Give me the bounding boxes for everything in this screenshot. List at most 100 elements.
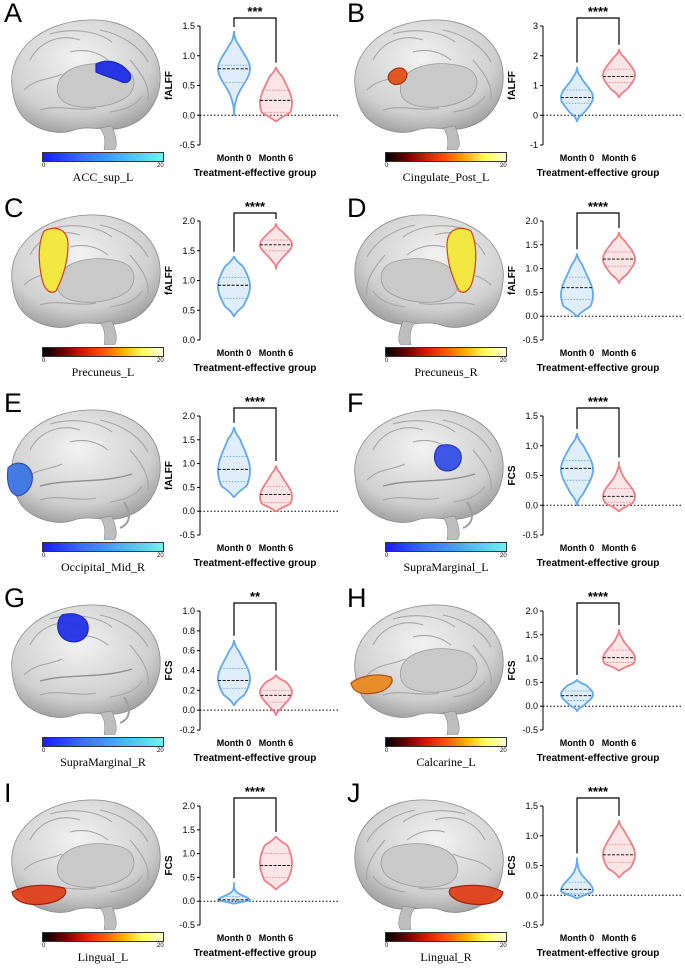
gyrus-line	[39, 497, 97, 501]
colorbar	[42, 152, 164, 162]
significance-stars: **	[250, 589, 261, 604]
region-label: Precuneus_L	[71, 365, 135, 379]
brain-render	[6, 409, 161, 540]
violin-month6	[259, 66, 293, 123]
violin-month0	[560, 253, 594, 318]
x-category-label: Month 0	[560, 738, 595, 748]
panel-f: F 0 20 SupraMarginal_L -0.5 0.0 0.5 1.0 1.5 F…	[343, 388, 685, 585]
activation-cluster	[387, 67, 408, 86]
y-tick-label: 1.0	[182, 276, 195, 286]
gyrus-line	[23, 73, 63, 91]
x-category-label: Month 0	[217, 348, 252, 358]
gyrus-line	[366, 658, 406, 676]
region-label: Lingual_L	[77, 950, 129, 964]
brain-render	[11, 19, 161, 150]
x-category-label: Month 0	[560, 348, 595, 358]
significance-bracket	[233, 797, 277, 879]
gyrus-line	[442, 29, 492, 63]
gyrus-line	[49, 225, 113, 238]
x-axis-label: Treatment-effective group	[537, 948, 660, 959]
region-label: Precuneus_R	[414, 365, 478, 379]
colorbar	[385, 932, 507, 942]
significance-stars: ****	[245, 199, 266, 214]
colorbar-min: 0	[42, 358, 46, 364]
violin-chart: -0.2 0.0 0.2 0.4 0.6 0.8 1.0 FCS Month 0 Month 6 T…	[164, 589, 338, 764]
y-tick-label: 0.5	[525, 287, 538, 297]
violin-chart: -0.5 0.0 0.5 1.0 1.5 2.0 FCS Month 0 Month 6 Trea…	[507, 589, 681, 764]
y-tick-label: 0.5	[182, 305, 195, 315]
lateral-sulcus	[39, 668, 133, 682]
x-category-label: Month 6	[602, 738, 637, 748]
y-tick-label: 1.5	[182, 246, 195, 256]
panel-g: G 0 20 SupraMarginal_R -0.2 0.0 0.2 0.4 0.6 0…	[0, 583, 342, 780]
y-tick-label: 0.0	[525, 701, 538, 711]
gyrus-line	[406, 829, 446, 841]
significance-stars: ****	[245, 784, 266, 799]
brain-render	[354, 799, 504, 930]
violin-month6	[602, 48, 636, 99]
region-label: Occipital_Mid_R	[61, 560, 145, 574]
colorbar-max: 20	[157, 358, 164, 364]
gyrus-line	[39, 302, 97, 306]
gyrus-line	[452, 95, 486, 113]
brainstem	[99, 515, 117, 540]
colorbar-min: 0	[42, 943, 46, 949]
activation-cluster	[38, 227, 69, 293]
activation-cluster	[446, 227, 477, 293]
gyrus-line	[366, 839, 386, 881]
y-axis-label: FCS	[507, 660, 518, 680]
colorbar-max: 20	[157, 163, 164, 169]
gyrus-line	[382, 692, 440, 696]
colorbar	[385, 737, 507, 747]
brainstem	[442, 710, 460, 735]
gyrus-line	[39, 107, 97, 111]
gyrus-line	[366, 224, 416, 258]
y-tick-label: -0.5	[522, 920, 538, 930]
gyrus-line	[402, 810, 466, 823]
y-tick-label: 1.5	[525, 240, 538, 250]
colorbar-max: 20	[500, 358, 507, 364]
gyrus-line	[472, 644, 492, 686]
y-tick-label: 0.6	[182, 646, 195, 656]
y-tick-label: 0.8	[182, 626, 195, 636]
brainstem	[442, 125, 460, 150]
lateral-sulcus	[382, 473, 476, 487]
y-tick-label: 0.5	[182, 872, 195, 882]
x-axis-label: Treatment-effective group	[537, 168, 660, 179]
y-tick-label: -0.5	[522, 530, 538, 540]
y-tick-label: 1.5	[525, 801, 538, 811]
gyrus-line	[109, 95, 143, 113]
gyrus-line	[372, 290, 406, 308]
colorbar-min: 0	[42, 748, 46, 754]
activation-cluster	[57, 613, 89, 643]
colorbar-max: 20	[157, 943, 164, 949]
gyrus-line	[29, 817, 81, 841]
cerebellum	[119, 501, 130, 529]
gyrus-line	[109, 290, 143, 308]
gyrus-line	[129, 254, 149, 296]
panel-letter: H	[347, 583, 367, 613]
y-tick-label: 2	[533, 51, 538, 61]
y-tick-label: 0.0	[182, 705, 195, 715]
corpus-callosum	[56, 843, 135, 888]
gyrus-line	[392, 30, 456, 43]
gyrus-line	[372, 427, 424, 451]
gyrus-line	[69, 244, 109, 256]
x-category-label: Month 6	[602, 933, 637, 943]
x-category-label: Month 0	[217, 738, 252, 748]
y-tick-label: 2.0	[525, 216, 538, 226]
y-tick-label: -0.2	[179, 725, 195, 735]
gyrus-line	[434, 817, 486, 841]
violin-month0	[560, 857, 594, 900]
activation-cluster	[448, 884, 504, 906]
x-axis-label: Treatment-effective group	[537, 753, 660, 764]
y-tick-label: -0.5	[179, 530, 195, 540]
region-label: SupraMarginal_R	[60, 755, 146, 769]
x-axis-label: Treatment-effective group	[537, 363, 660, 374]
violin-chart: -0.5 0.0 0.5 1.0 1.5 2.0 FCS Month 0 Month 6 Trea…	[164, 784, 338, 959]
colorbar	[42, 347, 164, 357]
significance-bracket	[576, 602, 620, 676]
y-tick-label: 0.0	[525, 890, 538, 900]
y-tick-label: 1.0	[525, 831, 538, 841]
y-axis-label: FCS	[164, 855, 175, 875]
